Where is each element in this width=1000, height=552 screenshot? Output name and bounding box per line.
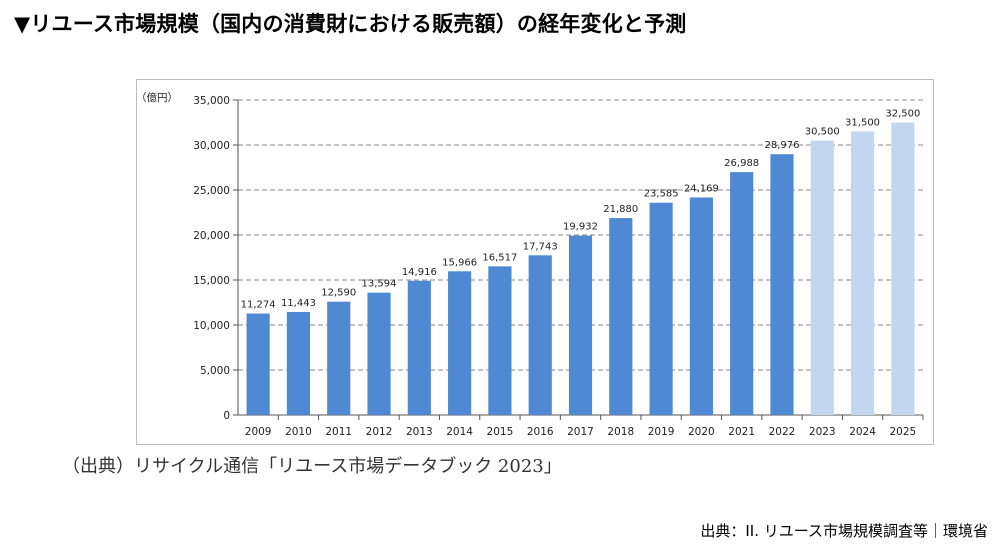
bar-value-label: 28,976 — [764, 140, 799, 151]
bar-value-label: 19,932 — [563, 222, 598, 233]
bar-value-label: 17,743 — [523, 241, 558, 252]
actual-bar — [246, 313, 270, 415]
x-tick-label: 2018 — [607, 426, 634, 438]
bar-value-label: 11,443 — [281, 298, 316, 309]
x-tick-label: 2009 — [245, 426, 272, 438]
x-tick-label: 2010 — [285, 426, 312, 438]
bar-value-label: 26,988 — [724, 158, 759, 169]
bar-value-label: 24,169 — [684, 183, 719, 194]
actual-bar — [649, 202, 673, 415]
bar-value-label: 12,590 — [321, 288, 356, 299]
x-tick-label: 2024 — [849, 426, 876, 438]
y-tick-label: 0 — [223, 410, 230, 422]
bar-value-label: 32,500 — [885, 109, 920, 120]
x-tick-label: 2023 — [809, 426, 836, 438]
actual-bar — [407, 280, 431, 415]
forecast-bar — [850, 131, 875, 415]
x-tick-label: 2025 — [889, 426, 916, 438]
y-axis-unit-label: （億円） — [136, 91, 178, 104]
actual-bar — [730, 172, 754, 415]
y-tick-label: 5,000 — [200, 365, 230, 377]
actual-bar — [286, 312, 311, 415]
actual-bar — [770, 154, 794, 415]
bar-value-label: 30,500 — [805, 127, 840, 138]
y-axis-ticks: 0 5,000 10,000 15,000 20,000 25,000 30,000 35,0… — [193, 95, 238, 422]
x-tick-label: 2016 — [527, 426, 554, 438]
bars — [246, 122, 915, 415]
bar-value-label: 15,966 — [442, 257, 477, 268]
bar-value-label: 11,274 — [241, 300, 276, 311]
page-source-credit: 出典：II. リユース市場規模調査等｜環境省 — [700, 522, 988, 540]
y-tick-label: 35,000 — [193, 95, 230, 107]
forecast-bar — [891, 122, 915, 415]
x-axis-ticks: 2009 2010 2011 2012 2013 2014 2015 2016 2017 2018… — [245, 415, 924, 438]
x-tick-label: 2012 — [366, 426, 393, 438]
y-tick-label: 10,000 — [193, 320, 230, 332]
bar-value-label: 16,517 — [482, 252, 517, 263]
gridlines — [238, 99, 923, 371]
x-tick-label: 2017 — [567, 426, 594, 438]
x-tick-label: 2014 — [446, 426, 473, 438]
value-labels: 11,274 11,443 12,590 13,594 14,916 15,966 16,5… — [241, 109, 921, 311]
x-tick-label: 2020 — [688, 426, 715, 438]
page-heading: ▼リユース市場規模（国内の消費財における販売額）の経年変化と予測 — [14, 12, 687, 36]
bar-value-label: 21,880 — [603, 204, 638, 215]
actual-bar — [448, 271, 472, 415]
chart-frame — [136, 79, 934, 445]
bar-value-label: 13,594 — [362, 279, 397, 290]
y-tick-label: 15,000 — [193, 275, 230, 287]
x-tick-label: 2021 — [728, 426, 755, 438]
actual-bar — [488, 266, 512, 415]
x-tick-label: 2022 — [769, 426, 796, 438]
y-tick-label: 25,000 — [193, 185, 230, 197]
forecast-bar — [810, 140, 834, 415]
x-tick-label: 2013 — [406, 426, 433, 438]
actual-bar — [568, 235, 593, 415]
actual-bar — [528, 255, 552, 415]
actual-bar — [609, 218, 633, 415]
x-tick-label: 2015 — [487, 426, 514, 438]
bar-value-label: 23,585 — [644, 189, 679, 200]
bar-value-label: 14,916 — [402, 267, 437, 278]
actual-bar — [367, 292, 391, 415]
actual-bar — [327, 301, 351, 415]
y-tick-label: 20,000 — [193, 230, 230, 242]
x-tick-label: 2019 — [648, 426, 675, 438]
bar-value-label: 31,500 — [845, 118, 880, 129]
x-tick-label: 2011 — [325, 426, 352, 438]
y-tick-label: 30,000 — [193, 140, 230, 152]
chart-source-note: （出典）リサイクル通信「リユース市場データブック 2023」 — [62, 456, 562, 477]
actual-bar — [689, 197, 713, 415]
